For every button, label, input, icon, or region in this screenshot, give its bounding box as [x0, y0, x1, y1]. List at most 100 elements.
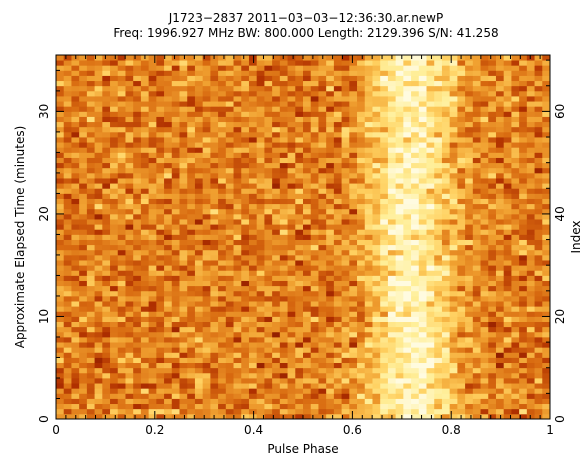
heatmap-cell	[171, 198, 180, 205]
heatmap-cell	[279, 352, 288, 358]
heatmap-cell	[333, 388, 342, 394]
heatmap-cell	[411, 403, 420, 410]
heatmap-cell	[71, 60, 80, 66]
heatmap-cell	[441, 116, 451, 123]
heatmap-cell	[519, 316, 528, 322]
heatmap-cell	[333, 96, 342, 102]
heatmap-cell	[395, 208, 404, 215]
heatmap-cell	[140, 183, 150, 189]
heatmap-cell	[503, 290, 512, 297]
heatmap-cell	[248, 152, 258, 158]
heatmap-cell	[511, 295, 520, 302]
heatmap-cell	[287, 254, 296, 261]
heatmap-cell	[156, 377, 165, 384]
heatmap-cell	[357, 254, 366, 261]
heatmap-cell	[164, 275, 173, 281]
heatmap-cell	[202, 336, 211, 343]
heatmap-cell	[171, 142, 180, 148]
heatmap-cell	[426, 85, 435, 92]
heatmap-cell	[110, 101, 119, 107]
heatmap-cell	[56, 388, 65, 394]
heatmap-cell	[248, 239, 258, 246]
heatmap-cell	[418, 85, 427, 92]
heatmap-cell	[156, 234, 165, 240]
heatmap-cell	[519, 203, 528, 210]
heatmap-cell	[418, 90, 427, 97]
heatmap-cell	[333, 213, 342, 220]
heatmap-cell	[457, 377, 466, 384]
heatmap-cell	[542, 121, 551, 128]
heatmap-cell	[187, 306, 196, 312]
heatmap-cell	[171, 172, 180, 179]
heatmap-cell	[542, 152, 551, 158]
heatmap-cell	[272, 398, 281, 405]
heatmap-cell	[272, 249, 281, 256]
heatmap-cell	[164, 367, 173, 374]
heatmap-cell	[434, 326, 443, 333]
heatmap-cell	[86, 142, 95, 148]
heatmap-cell	[380, 183, 389, 189]
heatmap-cell	[164, 229, 173, 235]
heatmap-cell	[225, 306, 234, 312]
heatmap-cell	[372, 90, 381, 97]
heatmap-cell	[164, 75, 173, 82]
heatmap-cell	[86, 219, 95, 225]
heatmap-cell	[326, 157, 335, 164]
heatmap-cell	[465, 239, 474, 246]
heatmap-cell	[495, 260, 505, 266]
heatmap-cell	[272, 193, 281, 199]
heatmap-cell	[187, 80, 196, 87]
heatmap-cell	[279, 162, 288, 169]
heatmap-cell	[272, 224, 281, 230]
heatmap-cell	[511, 55, 520, 61]
heatmap-cell	[503, 157, 512, 164]
heatmap-cell	[94, 203, 103, 210]
heatmap-cell	[318, 352, 327, 358]
heatmap-cell	[418, 367, 427, 374]
heatmap-cell	[395, 152, 404, 158]
heatmap-cell	[125, 101, 134, 107]
heatmap-cell	[117, 208, 126, 215]
tick-label: 0	[52, 423, 60, 437]
heatmap-cell	[256, 244, 265, 251]
heatmap-cell	[225, 265, 234, 271]
heatmap-cell	[79, 219, 88, 225]
heatmap-cell	[318, 96, 327, 102]
heatmap-cell	[225, 275, 234, 281]
heatmap-cell	[411, 254, 420, 261]
heatmap-cell	[387, 183, 397, 189]
heatmap-cell	[333, 229, 342, 235]
heatmap-cell	[287, 106, 296, 112]
heatmap-cell	[434, 106, 443, 112]
heatmap-cell	[503, 254, 512, 261]
heatmap-cell	[264, 249, 273, 256]
heatmap-cell	[488, 193, 497, 199]
heatmap-cell	[287, 152, 296, 158]
heatmap-cell	[194, 244, 204, 251]
heatmap-cell	[495, 244, 505, 251]
heatmap-cell	[148, 367, 157, 374]
heatmap-cell	[480, 101, 489, 107]
heatmap-cell	[125, 403, 134, 410]
heatmap-cell	[148, 55, 157, 61]
heatmap-cell	[403, 198, 412, 205]
heatmap-cell	[202, 260, 211, 266]
heatmap-cell	[441, 393, 451, 399]
heatmap-cell	[472, 342, 481, 348]
heatmap-cell	[133, 203, 142, 210]
heatmap-cell	[333, 137, 342, 143]
heatmap-cell	[349, 244, 358, 251]
heatmap-cell	[156, 60, 165, 66]
heatmap-cell	[372, 362, 381, 369]
heatmap-cell	[295, 388, 304, 394]
heatmap-cell	[264, 96, 273, 102]
heatmap-cell	[380, 336, 389, 343]
heatmap-cell	[418, 377, 427, 384]
heatmap-cell	[194, 85, 204, 92]
heatmap-cell	[511, 234, 520, 240]
heatmap-cell	[333, 280, 342, 287]
heatmap-cell	[256, 65, 265, 71]
heatmap-cell	[418, 224, 427, 230]
heatmap-cell	[71, 362, 80, 369]
heatmap-cell	[349, 254, 358, 261]
